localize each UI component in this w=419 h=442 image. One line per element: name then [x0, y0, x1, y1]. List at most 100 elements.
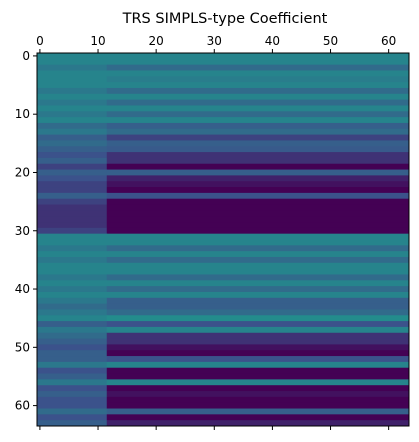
heatmap-cell [37, 70, 108, 77]
heatmap-cell [37, 391, 108, 398]
heatmap-cell [106, 315, 410, 322]
heatmap-cell [37, 373, 108, 380]
heatmap-cell [106, 286, 410, 293]
heatmap-cell [106, 70, 410, 77]
heatmap-cell [37, 315, 108, 322]
heatmap-cell [37, 408, 108, 415]
heatmap-cell [37, 82, 108, 89]
heatmap-cell [106, 332, 410, 340]
heatmap-cell [37, 216, 108, 223]
heatmap-cell [37, 291, 108, 299]
heatmap-cell [106, 216, 410, 223]
heatmap-cell [37, 379, 108, 386]
heatmap-cell [106, 152, 410, 159]
heatmap-cell [106, 82, 410, 89]
heatmap-cell [106, 134, 410, 141]
heatmap-cell [37, 122, 108, 130]
heatmap-cell [37, 87, 108, 95]
heatmap-cell [37, 274, 108, 281]
heatmap-cell [37, 303, 108, 310]
heatmap-cell [37, 245, 108, 252]
heatmap-cell [106, 239, 410, 246]
heatmap-cell [37, 356, 108, 363]
x-tick-label: 0 [36, 34, 44, 48]
heatmap-cells [37, 53, 410, 427]
heatmap-cell [37, 222, 108, 229]
heatmap-cell [37, 402, 108, 410]
heatmap-cell [106, 169, 410, 176]
heatmap-cell [106, 157, 410, 165]
heatmap-cell [106, 268, 410, 275]
heatmap-cell [37, 181, 108, 188]
x-tick-label: 20 [149, 34, 164, 48]
heatmap-cell [37, 396, 108, 404]
heatmap-cell [37, 111, 108, 118]
heatmap-cell [106, 280, 410, 287]
heatmap-cell [106, 105, 410, 112]
heatmap-cell [37, 262, 108, 270]
heatmap-cell [106, 256, 410, 264]
heatmap-cell [37, 58, 108, 66]
heatmap-cell [106, 64, 410, 71]
x-tick-label: 60 [381, 34, 396, 48]
heatmap-cell [37, 414, 108, 421]
heatmap-cell [106, 99, 410, 106]
heatmap-cell [106, 361, 410, 369]
heatmap-cell [37, 134, 108, 141]
heatmap-cell [106, 204, 410, 211]
heatmap-cell [106, 391, 410, 398]
y-tick-label: 50 [15, 340, 30, 354]
heatmap-cell [37, 53, 108, 60]
heatmap-cell [37, 157, 108, 165]
heatmap-cell [106, 420, 410, 427]
heatmap-cell [106, 321, 410, 328]
heatmap-cell [37, 146, 108, 153]
heatmap-cell [106, 303, 410, 310]
heatmap-cell [106, 291, 410, 299]
heatmap-cell [106, 210, 410, 217]
heatmap-cell [37, 140, 108, 147]
heatmap-cell [37, 105, 108, 112]
x-tick-label: 40 [265, 34, 280, 48]
heatmap-cell [106, 181, 410, 188]
heatmap-cell [106, 309, 410, 316]
heatmap-cell [106, 146, 410, 153]
heatmap-cell [37, 385, 108, 392]
y-tick-label: 0 [22, 49, 30, 63]
heatmap-cell [106, 187, 410, 194]
heatmap-cell [37, 152, 108, 159]
heatmap-cell [37, 76, 108, 83]
heatmap-cell [37, 227, 108, 235]
heatmap-cell [106, 297, 410, 305]
heatmap-cell [106, 222, 410, 229]
heatmap-cell [106, 111, 410, 118]
heatmap-cell [37, 163, 108, 171]
heatmap-cell [37, 210, 108, 217]
heatmap-cell [37, 309, 108, 316]
heatmap-cell [37, 420, 108, 427]
heatmap-cell [37, 117, 108, 124]
heatmap-cell [37, 233, 108, 240]
heatmap-cell [106, 350, 410, 357]
heatmap-cell [106, 385, 410, 392]
heatmap-cell [37, 297, 108, 305]
heatmap-cell [106, 117, 410, 124]
heatmap-cell [37, 128, 108, 136]
heatmap-cell [37, 239, 108, 246]
heatmap-cell [106, 198, 410, 206]
heatmap-cell [106, 53, 410, 60]
heatmap-cell [106, 76, 410, 83]
heatmap-cell [106, 356, 410, 363]
heatmap-cell [106, 87, 410, 95]
x-tick-label: 10 [90, 34, 105, 48]
y-tick-label: 30 [15, 224, 30, 238]
heatmap-cell [106, 227, 410, 235]
heatmap-cell [37, 361, 108, 369]
heatmap-cell [37, 332, 108, 340]
heatmap-cell [37, 286, 108, 293]
heatmap-cell [106, 402, 410, 410]
heatmap-cell [106, 262, 410, 270]
heatmap-cell [37, 256, 108, 264]
heatmap-cell [37, 321, 108, 328]
